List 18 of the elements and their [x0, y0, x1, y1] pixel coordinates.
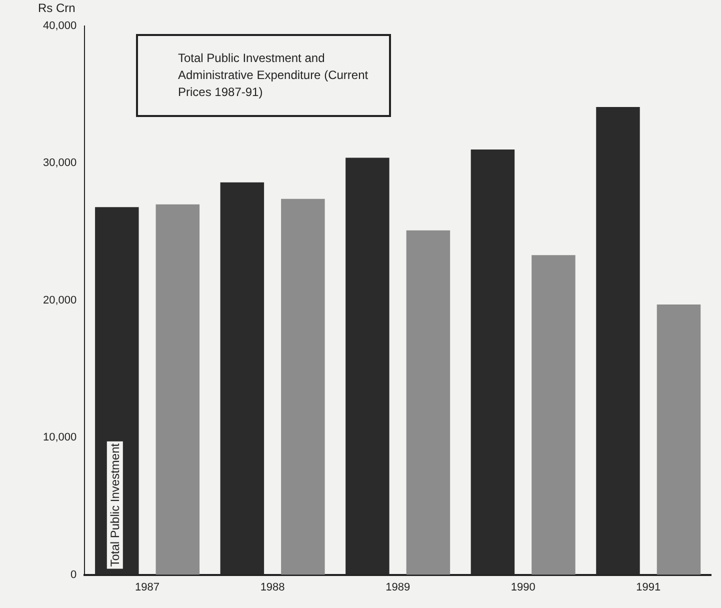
bar: [156, 204, 200, 575]
bar: [281, 198, 325, 575]
x-tick-label: 1989: [386, 581, 410, 594]
series-label: Total Public Investment: [108, 442, 122, 567]
bar: [656, 304, 701, 575]
y-tick-label: 40,000: [42, 20, 77, 32]
x-tick-label: 1990: [510, 581, 536, 594]
x-tick-label: 1991: [636, 581, 661, 594]
y-tick-label: 30,000: [42, 157, 77, 170]
x-tick-label: 1988: [260, 581, 285, 594]
y-axis-title: Rs Crn: [38, 1, 76, 15]
y-tick-label: 10,000: [42, 432, 77, 444]
bar: [406, 230, 450, 575]
y-tick-label: 0: [70, 568, 77, 581]
text: Total Public Investment and Administrative Expenditure (Current Prices 1987-91): [136, 34, 391, 117]
y-tick-label: 20,000: [42, 294, 77, 306]
x-tick-label: 1987: [135, 581, 160, 594]
bar: [532, 255, 576, 575]
